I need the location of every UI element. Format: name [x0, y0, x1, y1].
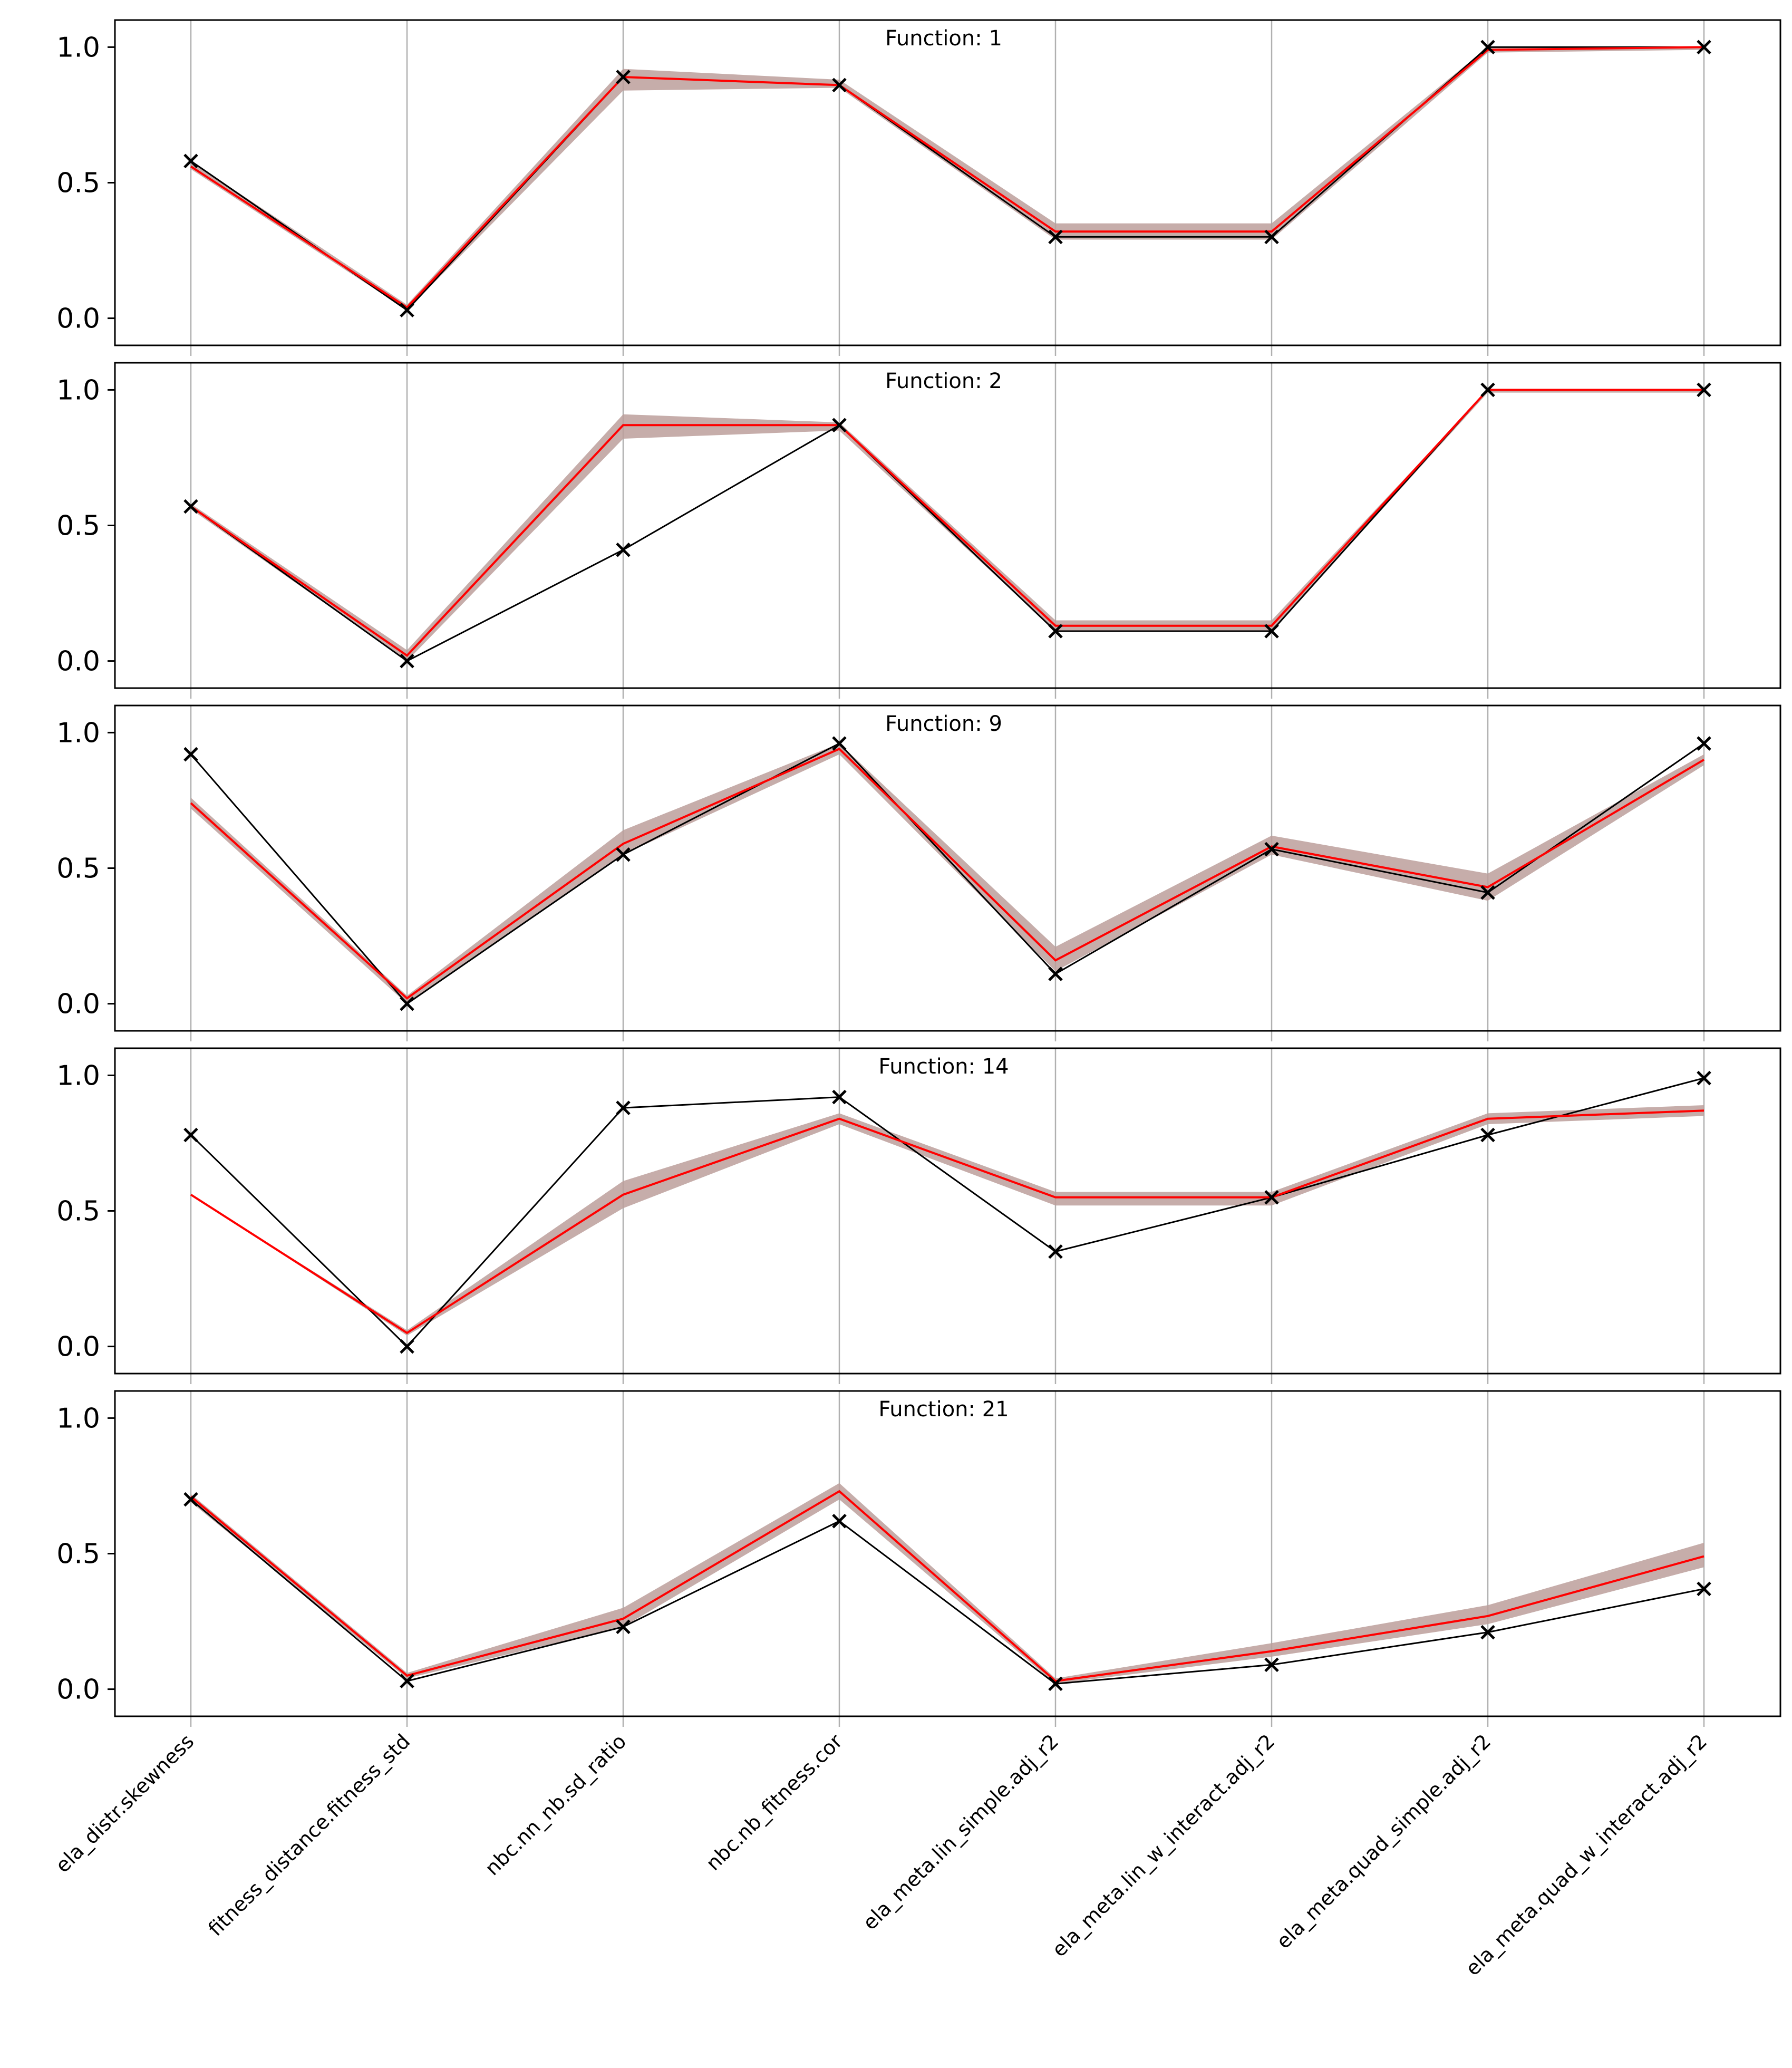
panel-1: 0.0 0.5 1.0 Function: 1: [56, 19, 1781, 356]
reference-marker: [616, 1100, 631, 1115]
y-tick-label: 0.5: [56, 1196, 100, 1228]
reference-marker: [1480, 40, 1495, 55]
panel-title: Function: 9: [885, 712, 1002, 736]
y-tick-label: 1.0: [56, 717, 100, 749]
panel-3: 0.0 0.5 1.0 Function: 9: [56, 704, 1781, 1041]
reference-marker: [400, 1674, 414, 1688]
y-tick-label: 0.5: [56, 510, 100, 542]
reference-marker: [1264, 842, 1279, 857]
reference-marker: [1048, 1244, 1063, 1259]
reference-marker: [616, 847, 631, 862]
panel-5: 0.0 0.5 1.0 Function: 21: [56, 1390, 1781, 1727]
reference-marker: [832, 1089, 847, 1105]
y-tick-label: 1.0: [56, 1403, 100, 1434]
y-tick-label: 0.0: [56, 303, 100, 335]
reference-marker: [832, 78, 847, 93]
reference-marker: [1264, 1657, 1279, 1673]
reference-marker: [1048, 967, 1063, 981]
reference-marker: [1264, 624, 1279, 639]
reference-marker: [183, 153, 198, 169]
mean-line: [190, 1490, 1704, 1683]
reference-marker: [400, 1339, 414, 1354]
reference-marker: [1480, 1625, 1495, 1640]
panels: 0.0 0.5 1.0 Function: 1 0.0 0.5 1.0 Function: 2…: [56, 19, 1781, 1727]
y-tick-label: 0.0: [56, 646, 100, 678]
y-tick-label: 1.0: [56, 32, 100, 63]
y-tick-label: 0.5: [56, 853, 100, 885]
reference-line: [190, 1077, 1704, 1348]
mean-line: [190, 1109, 1704, 1335]
reference-marker: [1048, 1676, 1063, 1692]
panel-title: Function: 14: [878, 1055, 1009, 1079]
reference-line: [190, 1499, 1704, 1685]
reference-marker: [183, 1492, 198, 1507]
reference-marker: [616, 70, 631, 84]
reference-marker: [1048, 624, 1063, 639]
reference-marker: [1697, 382, 1711, 398]
y-tick-label: 0.5: [56, 1539, 100, 1570]
mean-line: [190, 389, 1704, 657]
reference-marker: [832, 418, 847, 433]
reference-marker: [400, 996, 414, 1011]
y-tick-label: 1.0: [56, 374, 100, 406]
y-tick-label: 0.0: [56, 989, 100, 1020]
reference-line: [190, 742, 1704, 1005]
y-tick-label: 0.0: [56, 1674, 100, 1706]
reference-marker: [1697, 1581, 1711, 1597]
reference-marker: [1264, 229, 1279, 245]
reference-marker: [1264, 1190, 1279, 1205]
panel-title: Function: 2: [885, 369, 1002, 393]
reference-marker: [400, 653, 414, 669]
reference-marker: [1480, 1127, 1495, 1143]
panel-2: 0.0 0.5 1.0 Function: 2: [56, 362, 1781, 699]
reference-marker: [1697, 1070, 1711, 1086]
mean-line: [190, 46, 1704, 309]
y-tick-label: 0.5: [56, 168, 100, 199]
reference-marker: [183, 499, 198, 514]
reference-line: [190, 46, 1704, 312]
mean-line: [190, 747, 1705, 1000]
panel-title: Function: 21: [878, 1397, 1009, 1422]
panel-title: Function: 1: [885, 26, 1002, 51]
reference-marker: [1048, 229, 1063, 245]
reference-marker: [183, 1127, 198, 1143]
reference-marker: [832, 736, 847, 751]
reference-marker: [832, 1514, 847, 1529]
y-tick-label: 0.0: [56, 1331, 100, 1363]
reference-marker: [400, 303, 414, 317]
reference-marker: [616, 543, 631, 557]
reference-marker: [1697, 40, 1711, 55]
confidence-band: [191, 743, 1704, 1004]
y-tick-label: 1.0: [56, 1060, 100, 1091]
reference-marker: [1480, 382, 1495, 398]
reference-marker: [183, 747, 198, 762]
reference-marker: [1480, 885, 1495, 900]
reference-marker: [616, 1619, 631, 1635]
reference-marker: [1697, 736, 1711, 751]
panel-4: 0.0 0.5 1.0 Function: 14: [56, 1047, 1781, 1384]
